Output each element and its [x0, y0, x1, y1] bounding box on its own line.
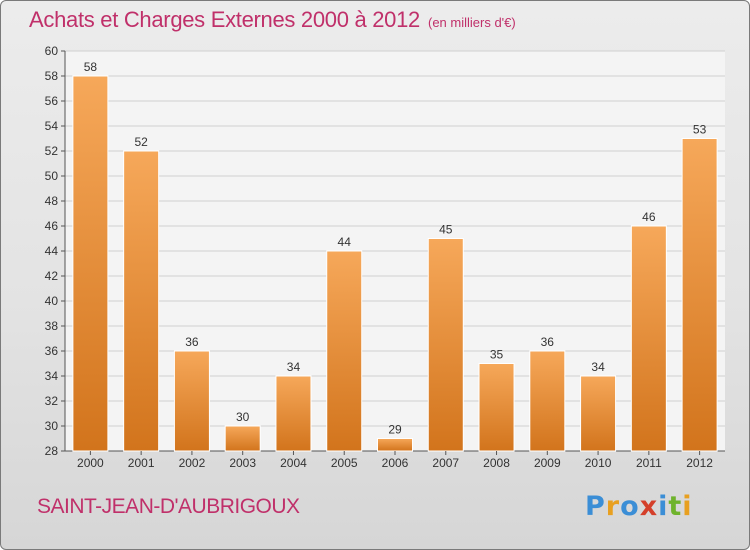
bar: [580, 375, 617, 452]
x-tick-label: 2007: [432, 456, 459, 470]
x-tick-label: 2011: [636, 456, 662, 470]
data-label: 36: [541, 335, 555, 349]
y-tick-label: 60: [45, 44, 59, 58]
x-tick-label: 2000: [77, 456, 104, 470]
x-tick-label: 2008: [483, 456, 510, 470]
logo-letter: i: [658, 491, 669, 522]
y-tick-label: 36: [45, 344, 59, 358]
x-tick-label: 2009: [534, 456, 561, 470]
proxiti-logo: Proxiti: [585, 491, 693, 522]
logo-letter: o: [620, 491, 640, 522]
logo-letter: i: [682, 491, 693, 522]
bar: [478, 363, 515, 452]
bar: [377, 438, 413, 452]
bar: [123, 150, 160, 452]
data-label: 45: [439, 223, 453, 237]
y-tick-label: 50: [45, 169, 59, 183]
y-tick-label: 30: [45, 419, 59, 433]
y-tick-label: 32: [45, 394, 59, 408]
logo-letter: x: [639, 491, 659, 522]
data-label: 52: [134, 135, 148, 149]
logo-letter: P: [585, 491, 606, 522]
commune-name: SAINT-JEAN-D'AUBRIGOUX: [37, 495, 300, 518]
bar: [427, 238, 464, 452]
bar: [529, 350, 566, 452]
data-label: 29: [388, 423, 402, 437]
x-tick-label: 2005: [331, 456, 358, 470]
data-label: 35: [490, 348, 504, 362]
x-tick-label: 2002: [179, 456, 206, 470]
chart-title: Achats et Charges Externes 2000 à 2012: [29, 7, 420, 32]
x-tick-label: 2004: [280, 456, 307, 470]
y-tick-label: 58: [45, 69, 59, 83]
data-label: 36: [185, 335, 199, 349]
logo-letter: t: [668, 491, 683, 522]
y-tick-label: 56: [45, 94, 59, 108]
data-label: 34: [591, 360, 605, 374]
y-tick-label: 46: [45, 219, 59, 233]
y-tick-label: 44: [45, 244, 59, 258]
data-label: 34: [287, 360, 301, 374]
y-tick-label: 38: [45, 319, 59, 333]
y-tick-label: 34: [45, 369, 59, 383]
y-tick-label: 42: [45, 269, 59, 283]
logo-letter: r: [605, 491, 621, 522]
x-tick-label: 2001: [128, 456, 155, 470]
x-tick-label: 2006: [382, 456, 409, 470]
x-tick-label: 2003: [229, 456, 256, 470]
bar: [275, 375, 312, 452]
bar: [72, 75, 109, 452]
x-tick-label: 2010: [585, 456, 612, 470]
bar: [173, 350, 210, 452]
x-tick-label: 2012: [686, 456, 713, 470]
data-label: 46: [642, 210, 656, 224]
y-tick-label: 40: [45, 294, 59, 308]
bar: [681, 138, 718, 452]
data-label: 58: [84, 60, 98, 74]
chart-subtitle: (en milliers d'€): [427, 15, 516, 30]
y-tick-label: 48: [45, 194, 59, 208]
data-label: 53: [693, 123, 707, 137]
y-tick-label: 54: [45, 119, 59, 133]
chart-title-row: Achats et Charges Externes 2000 à 2012 (e…: [29, 7, 516, 33]
y-tick-label: 28: [45, 444, 59, 458]
data-label: 44: [338, 235, 352, 249]
data-label: 30: [236, 410, 250, 424]
bar: [224, 425, 261, 452]
y-tick-label: 52: [45, 144, 59, 158]
bar: [326, 250, 363, 452]
bar: [630, 225, 667, 452]
